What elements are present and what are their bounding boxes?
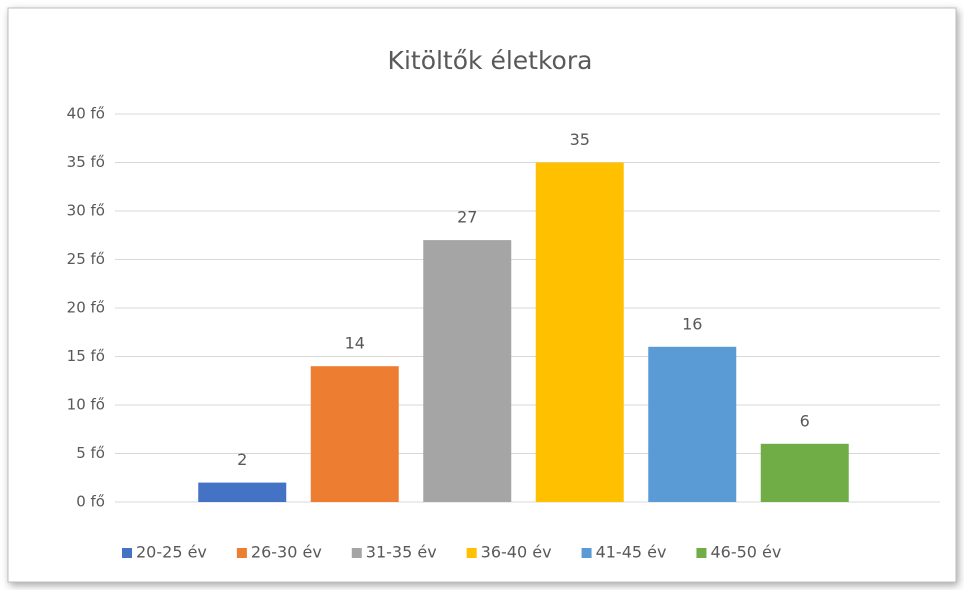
y-tick-label: 10 fő — [67, 396, 105, 414]
legend-label: 20-25 év — [136, 543, 207, 562]
data-label: 14 — [345, 334, 365, 353]
data-label: 6 — [800, 411, 810, 430]
data-label: 27 — [457, 208, 477, 227]
data-label: 2 — [237, 450, 247, 469]
bar — [760, 443, 849, 502]
y-tick-label: 15 fő — [67, 347, 105, 365]
legend-swatch — [581, 548, 592, 558]
y-tick-label: 5 fő — [76, 444, 105, 462]
bar — [310, 366, 399, 502]
y-tick-label: 0 fő — [76, 493, 105, 511]
legend-swatch — [122, 548, 132, 558]
chart-title: Kitöltők életkora — [388, 46, 593, 75]
y-tick-label: 35 fő — [67, 153, 105, 171]
legend-label: 41-45 év — [596, 543, 667, 562]
legend-swatch — [466, 548, 477, 558]
legend-label: 46-50 év — [710, 543, 781, 562]
legend-swatch — [351, 548, 362, 558]
legend-label: 26-30 év — [251, 543, 322, 562]
legend-swatch — [696, 548, 707, 558]
bar — [198, 482, 287, 502]
bar — [535, 162, 624, 502]
bar — [423, 240, 512, 502]
legend-label: 31-35 év — [366, 543, 437, 562]
legend-label: 36-40 év — [481, 543, 552, 562]
y-tick-label: 20 fő — [67, 299, 105, 317]
data-label: 35 — [570, 130, 590, 149]
data-label: 16 — [682, 314, 702, 333]
y-tick-label: 40 fő — [67, 105, 105, 123]
y-tick-label: 25 fő — [67, 250, 105, 268]
y-tick-label: 30 fő — [67, 202, 105, 220]
bar — [648, 346, 737, 502]
legend-swatch — [236, 548, 247, 558]
